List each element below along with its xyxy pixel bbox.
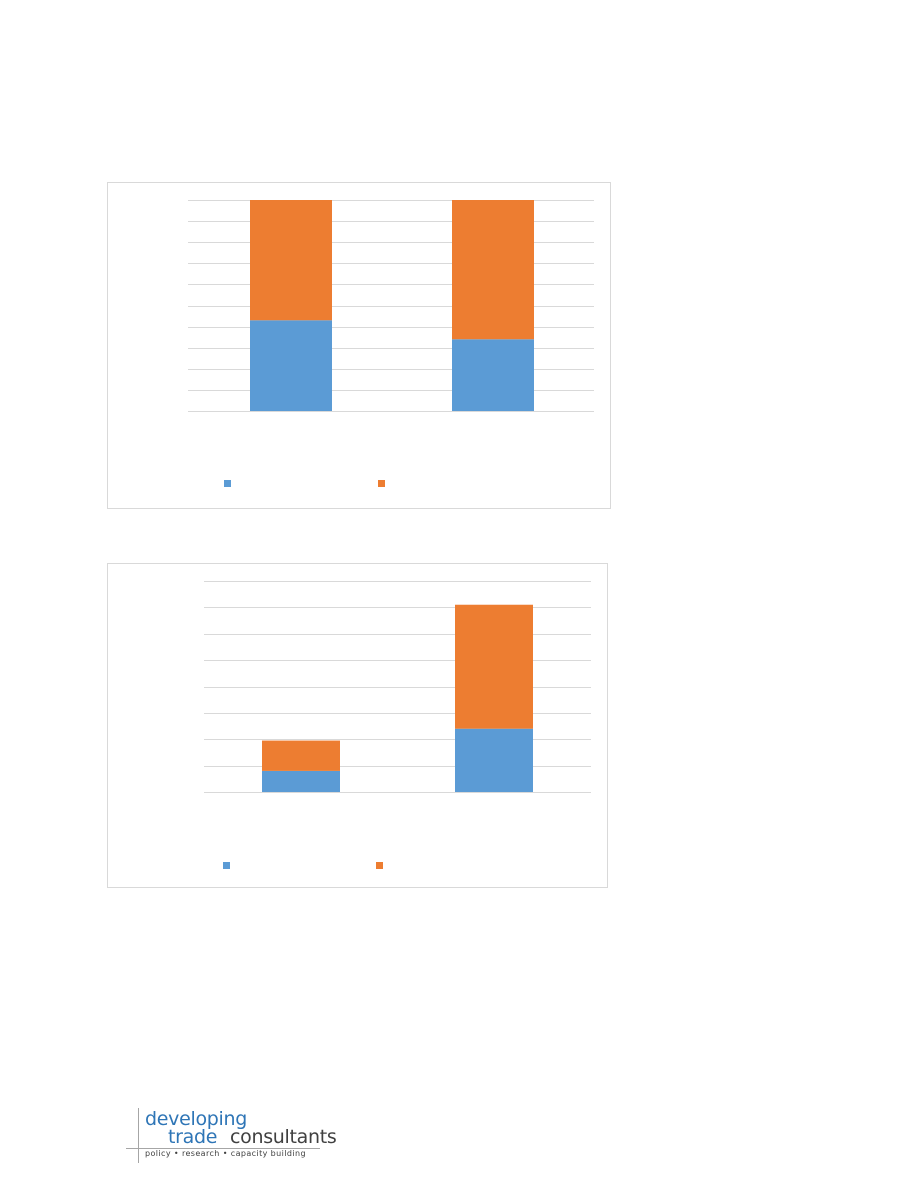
stacked-bar-chart-2 — [107, 563, 608, 888]
chart-2-legend — [108, 862, 607, 876]
logo-vertical-rule — [138, 1108, 139, 1163]
legend-item-series-1 — [224, 480, 237, 487]
stacked-bar-chart-1 — [107, 182, 611, 509]
logo-horizontal-rule — [126, 1148, 320, 1149]
legend-swatch-orange — [376, 862, 383, 869]
bar-segment-series-1-category-2 — [452, 339, 534, 411]
legend-swatch-blue — [224, 480, 231, 487]
logo-word-developing: developing — [145, 1108, 248, 1130]
logo-tagline: policy • research • capacity building — [145, 1149, 306, 1158]
legend-item-series-2 — [378, 480, 391, 487]
legend-item-series-1 — [223, 862, 236, 869]
bar-segment-series-2-category-1 — [262, 740, 340, 771]
chart-1-legend — [108, 480, 610, 494]
bar-segment-series-1-category-1 — [250, 320, 332, 411]
bar-segment-series-1-category-2 — [455, 728, 533, 792]
bar-segment-series-2-category-2 — [455, 604, 533, 729]
legend-swatch-orange — [378, 480, 385, 487]
bar-segment-series-2-category-1 — [250, 200, 332, 321]
bar-segment-series-2-category-2 — [452, 200, 534, 340]
developing-trade-consultants-logo: developing trade consultants policy • re… — [126, 1108, 337, 1164]
legend-swatch-blue — [223, 862, 230, 869]
chart-2-plot — [204, 581, 591, 793]
logo-word-consultants: consultants — [230, 1126, 337, 1148]
logo-word-trade: trade — [168, 1126, 218, 1148]
chart-1-plot — [188, 200, 594, 412]
legend-item-series-2 — [376, 862, 389, 869]
bar-segment-series-1-category-1 — [262, 770, 340, 792]
